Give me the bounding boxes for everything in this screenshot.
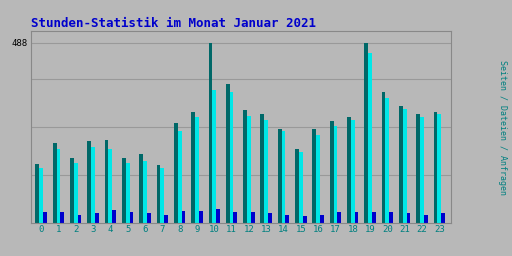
Bar <box>43 212 47 223</box>
Bar <box>403 109 407 223</box>
Bar <box>303 216 307 223</box>
Bar <box>368 53 372 223</box>
Bar <box>365 42 368 223</box>
Bar <box>91 147 95 223</box>
Bar <box>178 131 182 223</box>
Bar <box>333 126 337 223</box>
Bar <box>312 129 316 223</box>
Bar <box>74 163 78 223</box>
Bar <box>95 214 99 223</box>
Bar <box>78 215 81 223</box>
Bar <box>355 212 358 223</box>
Bar <box>56 149 60 223</box>
Bar <box>88 142 91 223</box>
Bar <box>174 123 178 223</box>
Bar <box>420 118 424 223</box>
Bar <box>437 114 441 223</box>
Bar <box>282 131 285 223</box>
Bar <box>208 42 212 223</box>
Bar <box>261 114 264 223</box>
Bar <box>424 215 428 223</box>
Bar <box>247 116 251 223</box>
Bar <box>389 212 393 223</box>
Bar <box>104 140 109 223</box>
Bar <box>416 114 420 223</box>
Bar <box>191 112 195 223</box>
Bar <box>109 149 112 223</box>
Bar <box>320 215 324 223</box>
Bar <box>226 84 230 223</box>
Bar <box>112 210 116 223</box>
Bar <box>199 211 203 223</box>
Text: Stunden-Statistik im Monat Januar 2021: Stunden-Statistik im Monat Januar 2021 <box>31 17 316 29</box>
Bar <box>70 158 74 223</box>
Bar <box>39 168 43 223</box>
Bar <box>351 120 355 223</box>
Bar <box>268 214 272 223</box>
Bar <box>316 135 320 223</box>
Bar <box>386 98 389 223</box>
Bar <box>407 214 411 223</box>
Bar <box>122 158 126 223</box>
Bar <box>381 92 386 223</box>
Bar <box>372 212 376 223</box>
Bar <box>212 90 216 223</box>
Bar <box>264 120 268 223</box>
Bar <box>330 121 333 223</box>
Bar <box>233 212 237 223</box>
Bar <box>230 92 233 223</box>
Bar <box>216 209 220 223</box>
Bar <box>53 143 56 223</box>
Bar <box>130 212 134 223</box>
Bar <box>285 215 289 223</box>
Bar <box>164 215 168 223</box>
Bar <box>126 163 130 223</box>
Bar <box>147 214 151 223</box>
Bar <box>35 164 39 223</box>
Bar <box>139 154 143 223</box>
Bar <box>157 165 160 223</box>
Bar <box>182 211 185 223</box>
Bar <box>295 149 299 223</box>
Bar <box>143 161 147 223</box>
Bar <box>441 214 445 223</box>
Bar <box>243 110 247 223</box>
Bar <box>399 106 403 223</box>
Bar <box>434 112 437 223</box>
Bar <box>60 212 64 223</box>
Bar <box>251 212 254 223</box>
Bar <box>337 212 341 223</box>
Text: Seiten / Dateien / Anfragen: Seiten / Dateien / Anfragen <box>498 60 507 196</box>
Bar <box>347 118 351 223</box>
Bar <box>160 168 164 223</box>
Bar <box>278 129 282 223</box>
Bar <box>299 152 303 223</box>
Bar <box>195 118 199 223</box>
